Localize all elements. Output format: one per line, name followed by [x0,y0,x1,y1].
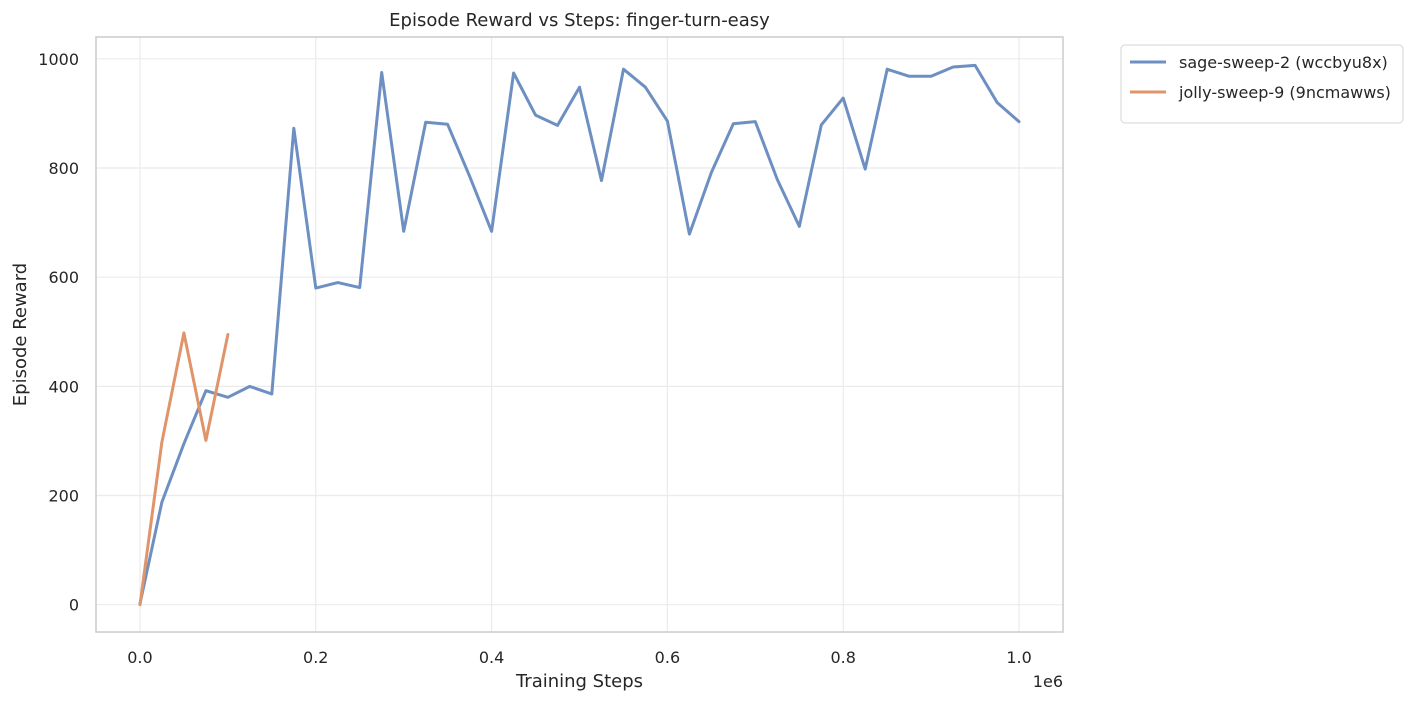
series-line-1 [138,63,1021,606]
y-tick-label: 1000 [38,50,79,69]
x-tick-label: 0.6 [655,648,680,667]
y-axis-title: Episode Reward [10,263,31,406]
plot-frame [95,36,1064,633]
legend-box [1120,44,1404,124]
legend: sage-sweep-2 (wccbyu8x) jolly-sweep-9 (9n… [1120,44,1404,124]
x-tick-label: 0.0 [127,648,152,667]
legend-label: jolly-sweep-9 (9ncmawws) [1178,83,1391,102]
y-tick-label: 200 [48,487,79,506]
x-axis-title: Training Steps [515,671,643,692]
legend-label: sage-sweep-2 (wccbyu8x) [1179,53,1388,72]
chart-title: Episode Reward vs Steps: finger-turn-eas… [389,10,770,31]
y-tick-label: 600 [48,268,79,287]
series-line-2 [138,331,230,607]
series-layer [138,63,1021,607]
y-axis-ticks: 0 200 400 600 800 1000 [38,50,79,615]
y-tick-label: 0 [69,596,79,615]
x-tick-label: 0.4 [479,648,504,667]
x-tick-label: 0.2 [303,648,328,667]
y-tick-label: 800 [48,159,79,178]
x-tick-label: 0.8 [831,648,856,667]
x-axis-ticks: 0.0 0.2 0.4 0.6 0.8 1.0 [127,648,1032,667]
grid [96,37,1063,632]
y-tick-label: 400 [48,377,79,396]
x-axis-offset-text: 1e6 [1033,672,1063,691]
x-tick-label: 1.0 [1006,648,1031,667]
